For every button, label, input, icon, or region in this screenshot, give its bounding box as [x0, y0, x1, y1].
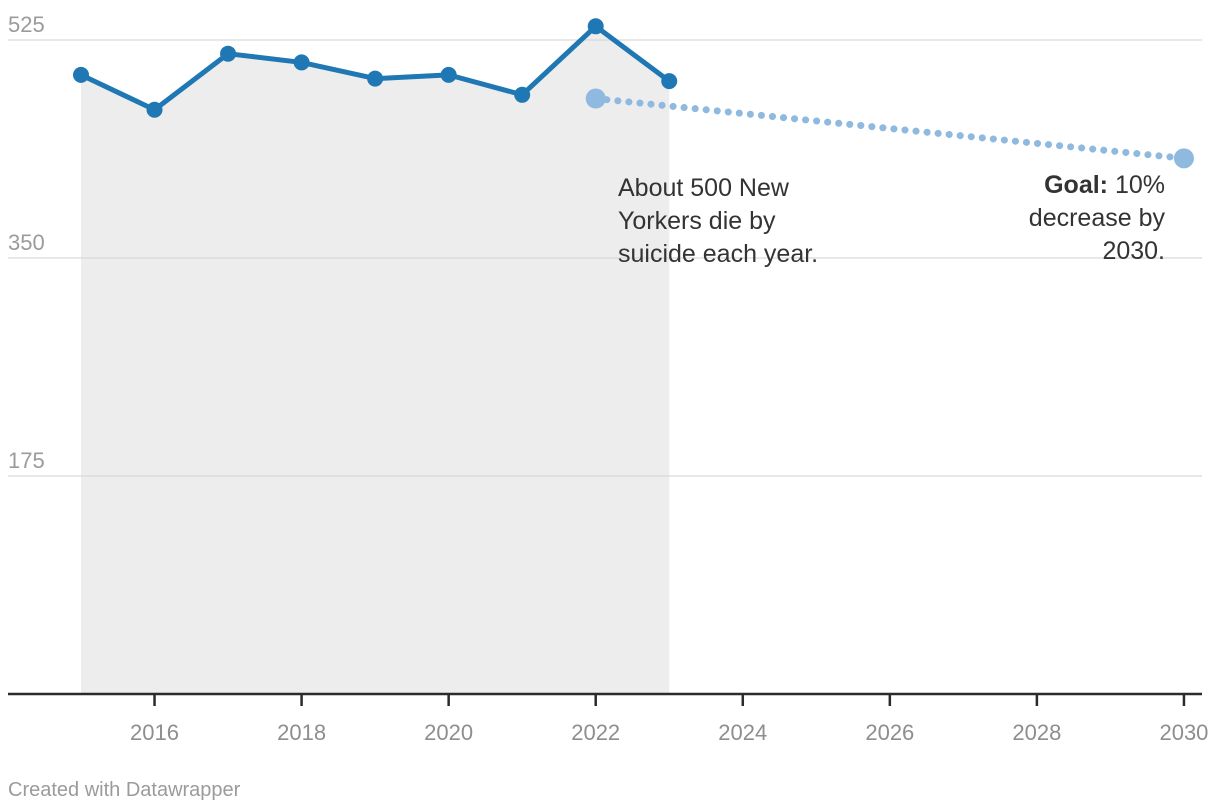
- data-point-marker: [367, 70, 384, 87]
- data-point-marker: [146, 101, 163, 118]
- goal-end-marker: [1173, 148, 1194, 169]
- y-axis-tick-label: 525: [8, 12, 45, 37]
- datawrapper-attribution: Created with Datawrapper: [8, 779, 241, 801]
- x-axis-tick-label: 2022: [571, 720, 620, 745]
- data-point-marker: [73, 66, 89, 83]
- x-axis-tick-label: 2018: [277, 720, 326, 745]
- goal-start-marker: [585, 88, 606, 109]
- area-fill: [81, 26, 670, 695]
- x-axis: 2016 2018 2020 2022 2024 2026 2028 2030: [8, 692, 1208, 745]
- x-axis-tick-label: 2026: [865, 720, 914, 745]
- actual-series: [73, 18, 678, 118]
- data-point-marker: [587, 18, 604, 35]
- data-point-marker: [661, 73, 678, 90]
- data-point-marker: [514, 86, 531, 103]
- annotation-goal-text: 10% decrease by 2030.: [1028, 171, 1165, 265]
- data-point-marker: [440, 66, 457, 83]
- data-point-marker: [220, 45, 237, 62]
- annotation-goal-bold-label: Goal:: [1044, 171, 1109, 199]
- annotation-about-500: About 500 New Yorkers die by suicide eac…: [618, 174, 819, 268]
- data-point-marker: [293, 54, 310, 71]
- x-axis-tick-label: 2020: [424, 720, 473, 745]
- x-axis-tick-label: 2030: [1159, 720, 1208, 745]
- x-axis-tick-label: 2028: [1012, 720, 1061, 745]
- goal-dotted-line: [592, 95, 1188, 162]
- x-axis-tick-label: 2016: [130, 720, 179, 745]
- y-axis-tick-label: 175: [8, 448, 45, 473]
- y-gridlines: 525 350 175: [8, 12, 1202, 477]
- y-axis-tick-label: 350: [8, 230, 45, 255]
- x-axis-tick-label: 2024: [718, 720, 767, 745]
- goal-series: [585, 88, 1194, 169]
- annotation-goal: Goal: 10% decrease by 2030.: [990, 169, 1165, 268]
